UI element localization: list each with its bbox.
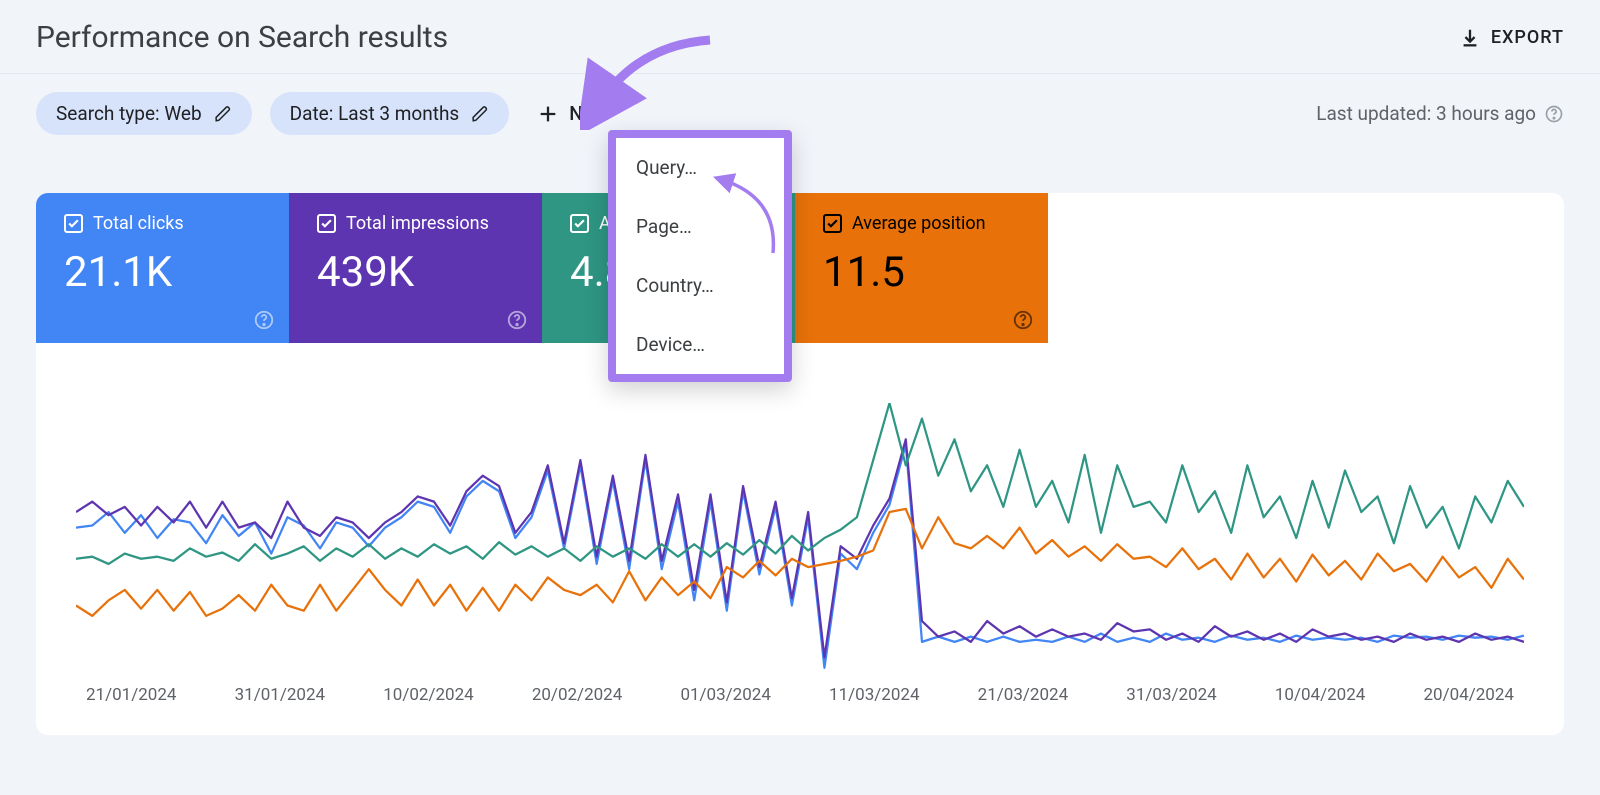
new-filter-button[interactable]: New [527, 94, 617, 133]
header: Performance on Search results EXPORT [0, 0, 1600, 74]
plus-icon [537, 103, 559, 125]
page-title: Performance on Search results [36, 20, 448, 55]
menu-item[interactable]: Query… [616, 138, 784, 197]
menu-item[interactable]: Country… [616, 256, 784, 315]
help-icon[interactable] [1012, 309, 1034, 331]
metric-checkbox[interactable] [317, 214, 336, 233]
x-axis-label: 20/04/2024 [1423, 685, 1513, 705]
metric-label: Total impressions [346, 213, 489, 234]
new-filter-menu: Query…Page…Country…Device… [608, 130, 792, 382]
menu-item[interactable]: Device… [616, 315, 784, 374]
metric-value: 21.1K [64, 248, 269, 297]
chart-line-impressions [76, 439, 1524, 657]
last-updated-text: Last updated: 3 hours ago [1316, 102, 1536, 125]
x-axis-label: 21/03/2024 [978, 685, 1068, 705]
pencil-icon [471, 105, 489, 123]
metric-checkbox[interactable] [823, 214, 842, 233]
chip-label: Search type: Web [56, 102, 202, 125]
metric-label: Average position [852, 213, 986, 234]
export-label: EXPORT [1491, 27, 1564, 48]
metric-card[interactable]: Total impressions 439K [289, 193, 542, 343]
pencil-icon [214, 105, 232, 123]
metric-header: Average position [823, 213, 1028, 234]
x-axis-label: 20/02/2024 [532, 685, 622, 705]
filter-chip-date[interactable]: Date: Last 3 months [270, 92, 510, 135]
metric-header: Total impressions [317, 213, 522, 234]
help-icon[interactable] [1544, 104, 1564, 124]
menu-item[interactable]: Page… [616, 197, 784, 256]
metric-checkbox[interactable] [64, 214, 83, 233]
x-axis-label: 11/03/2024 [829, 685, 919, 705]
last-updated: Last updated: 3 hours ago [1316, 102, 1564, 125]
performance-line-chart [76, 403, 1524, 673]
metric-value: 439K [317, 248, 522, 297]
export-button[interactable]: EXPORT [1459, 27, 1564, 49]
chart-container: 21/01/2024 31/01/2024 10/02/2024 20/02/2024… [36, 343, 1564, 735]
chart-line-ctr [76, 403, 1524, 564]
chart-x-axis: 21/01/2024 31/01/2024 10/02/2024 20/02/2024… [76, 685, 1524, 705]
metric-card[interactable]: Average position 11.5 [795, 193, 1048, 343]
metric-checkbox[interactable] [570, 214, 589, 233]
chart-line-position [76, 509, 1524, 616]
help-icon[interactable] [506, 309, 528, 331]
chip-label: Date: Last 3 months [290, 102, 460, 125]
metric-header: Total clicks [64, 213, 269, 234]
x-axis-label: 21/01/2024 [86, 685, 176, 705]
x-axis-label: 10/02/2024 [383, 685, 473, 705]
help-icon[interactable] [253, 309, 275, 331]
x-axis-label: 10/04/2024 [1275, 685, 1365, 705]
filter-chip-search-type[interactable]: Search type: Web [36, 92, 252, 135]
filters-bar: Search type: Web Date: Last 3 months New… [0, 74, 1600, 153]
metric-card[interactable]: Total clicks 21.1K [36, 193, 289, 343]
x-axis-label: 31/03/2024 [1126, 685, 1216, 705]
metric-cards-row: Total clicks 21.1K Total impressions 439… [36, 193, 1564, 343]
metric-value: 11.5 [823, 248, 1028, 297]
metric-label: Total clicks [93, 213, 184, 234]
new-label: New [569, 102, 607, 125]
x-axis-label: 01/03/2024 [680, 685, 770, 705]
x-axis-label: 31/01/2024 [235, 685, 325, 705]
performance-panel: Total clicks 21.1K Total impressions 439… [36, 193, 1564, 735]
download-icon [1459, 27, 1481, 49]
